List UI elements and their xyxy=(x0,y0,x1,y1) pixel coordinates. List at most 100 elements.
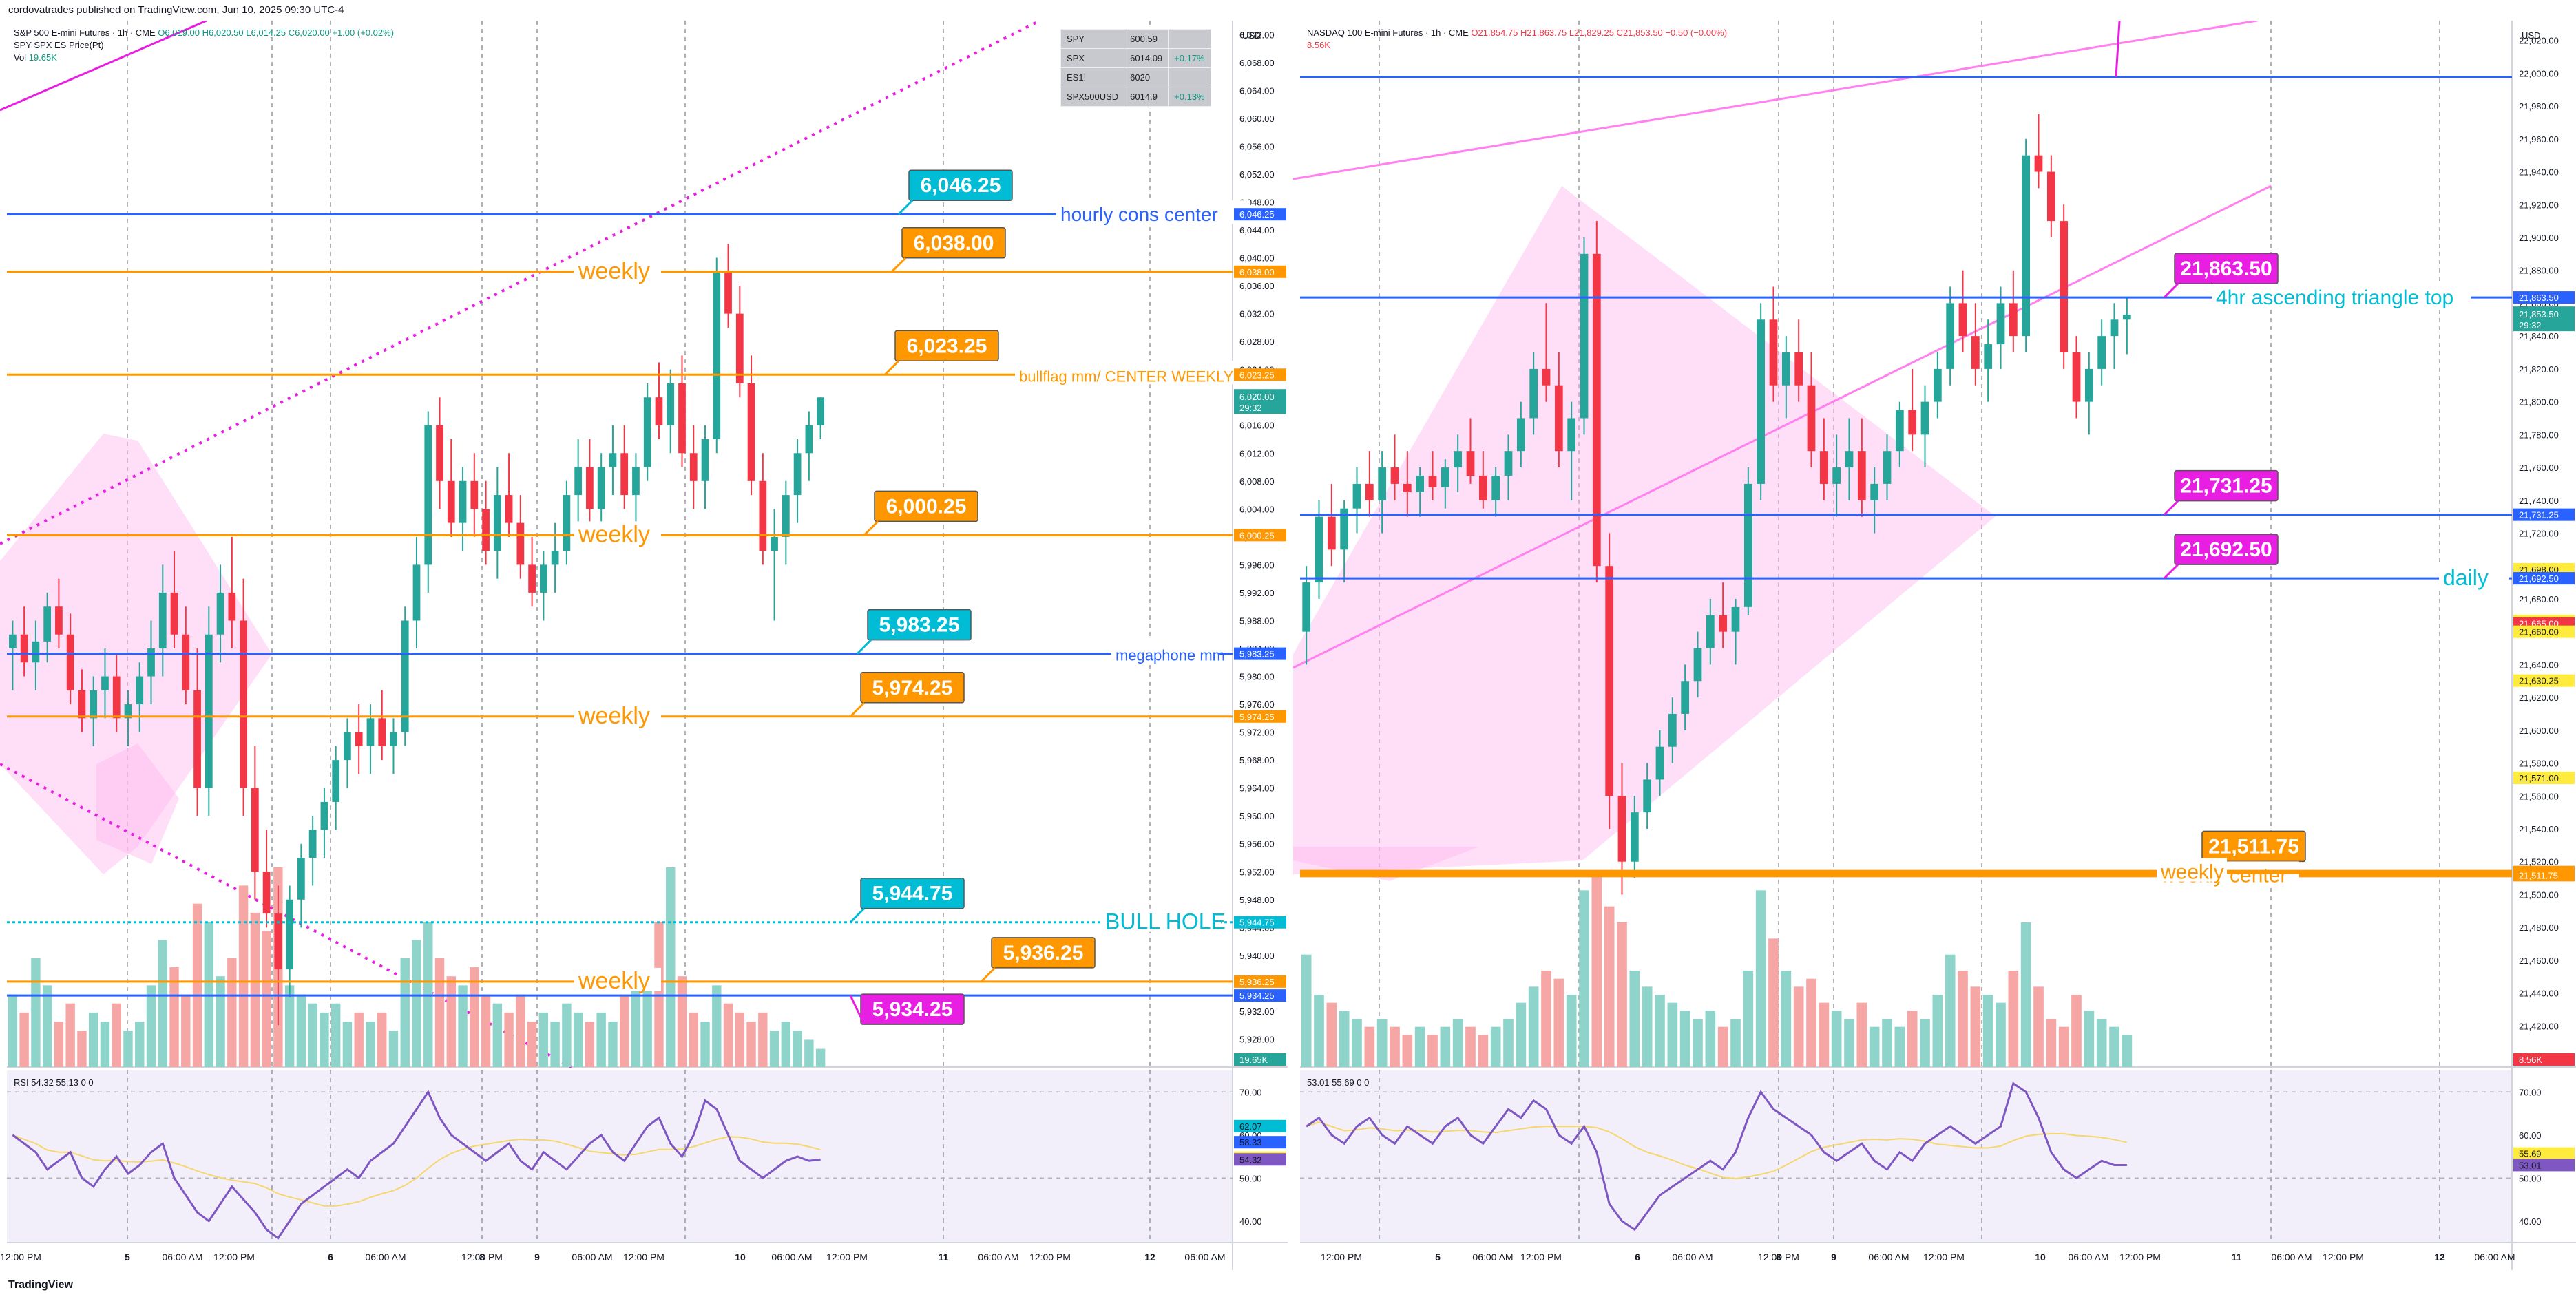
volume-bar xyxy=(77,1031,87,1067)
candle-body xyxy=(1832,467,1841,484)
rsi-line xyxy=(12,1090,821,1240)
nq-header-line1: NASDAQ 100 E-mini Futures · 1h · CME O21… xyxy=(1307,28,1728,38)
candle-body xyxy=(1315,516,1323,583)
watchlist-widget[interactable]: SPY 600.59 SPX 6014.09 +0.17% ES1! 6020 SPX5… xyxy=(1060,29,1211,107)
candle-body xyxy=(516,522,525,565)
candle-body xyxy=(1743,483,1752,607)
volume-bar xyxy=(366,1022,375,1067)
candle-body xyxy=(1542,368,1551,386)
volume-bar xyxy=(1553,978,1564,1067)
volume-bar xyxy=(89,1012,98,1067)
last-price-countdown: 29:32 xyxy=(1239,403,1262,413)
annotation-backdrop xyxy=(2212,284,2471,308)
callout-pointer xyxy=(883,360,900,376)
volume-bar xyxy=(1566,995,1577,1067)
callout-pointer xyxy=(863,520,879,536)
candle-body xyxy=(1605,566,1614,796)
time-axis-label: 06:00 AM xyxy=(1184,1252,1225,1263)
volume-bar xyxy=(735,1012,744,1067)
price-tick-label: 21,800.00 xyxy=(2519,397,2559,408)
annotation-text: weekly xyxy=(578,968,650,994)
price-tick-label: 5,992.00 xyxy=(1239,588,1275,598)
volume-bar xyxy=(1844,1019,1854,1067)
price-callout xyxy=(2174,469,2279,502)
es-chart-svg[interactable]: 5,928.005,932.005,936.005,940.005,944.00… xyxy=(0,21,1288,1274)
volume-bar xyxy=(1831,1011,1842,1067)
volume-bar xyxy=(1693,1019,1703,1067)
price-tick-label: 5,964.00 xyxy=(1239,783,1275,794)
volume-bar xyxy=(377,1012,387,1067)
callout-pointer xyxy=(980,967,996,982)
pattern-shape xyxy=(1293,847,1479,881)
volume-bar xyxy=(238,885,249,1067)
volume-bar xyxy=(1730,1019,1741,1067)
price-axis-tag xyxy=(1234,265,1286,278)
candle-body xyxy=(1441,467,1449,487)
volume-bar xyxy=(492,1003,503,1067)
price-tick-label: 5,996.00 xyxy=(1239,560,1275,570)
price-tick-label: 5,960.00 xyxy=(1239,811,1275,821)
volume-bar xyxy=(516,994,525,1067)
volume-bar xyxy=(1452,1019,1463,1067)
candle-body xyxy=(1340,508,1349,550)
annotation-backdrop xyxy=(1015,361,1238,385)
volume-bar xyxy=(1427,1035,1438,1067)
volume-bar xyxy=(1465,1026,1476,1067)
candle-body xyxy=(1390,467,1399,484)
price-tick-label: 6,016.00 xyxy=(1239,421,1275,431)
candle-body xyxy=(2072,352,2081,402)
candle-body xyxy=(90,690,98,719)
candle-body xyxy=(1352,483,1361,509)
volume-bar xyxy=(1642,986,1653,1067)
price-axis-tag xyxy=(2513,291,2575,304)
volume-bar xyxy=(562,1003,572,1067)
candle-body xyxy=(355,732,363,746)
candle-body xyxy=(1984,344,1993,369)
time-axis-label: 12:00 PM xyxy=(213,1252,255,1263)
nq-chart-panel[interactable]: 21,420.00 21,440.00 21,460.00 21,480.00 21,5… xyxy=(1293,21,2576,1274)
annotation-backdrop xyxy=(1101,908,1221,932)
candle-body xyxy=(2122,315,2131,320)
price-callout-text: 21,731.25 xyxy=(2180,475,2272,498)
price-axis-tag-text: 6,000.25 xyxy=(1239,530,1275,540)
candle-body xyxy=(620,453,629,496)
nq-chart-svg[interactable]: 21,420.00 21,440.00 21,460.00 21,480.00 21,5… xyxy=(1293,21,2576,1274)
volume-bar xyxy=(758,1012,768,1067)
candle-body xyxy=(412,564,421,621)
time-axis-label: 12:00 PM xyxy=(826,1252,868,1263)
price-axis-tag xyxy=(1234,529,1286,542)
candle-body xyxy=(43,606,52,642)
volume-bar xyxy=(550,1022,560,1067)
volume-bar xyxy=(146,985,156,1067)
es-chart-panel[interactable]: 5,928.005,932.005,936.005,940.005,944.00… xyxy=(0,21,1288,1274)
price-tick-label: 21,680.00 xyxy=(2519,594,2559,604)
price-tick-label: 6,068.00 xyxy=(1239,58,1275,68)
candle-body xyxy=(1478,475,1487,500)
candle-body xyxy=(1567,418,1576,452)
candle-body xyxy=(1378,467,1387,500)
volume-bar xyxy=(1869,1026,1880,1067)
price-tick-label: 21,580.00 xyxy=(2519,759,2559,769)
price-callout-text: 6,038.00 xyxy=(914,232,994,255)
candle-body xyxy=(1757,319,1766,484)
volume-bar xyxy=(216,976,225,1067)
candle-body xyxy=(1857,451,1866,500)
volume-bar xyxy=(1326,1002,1337,1067)
candle-body xyxy=(1655,746,1664,780)
volume-bar xyxy=(2109,1026,2119,1067)
candle-body xyxy=(1416,475,1425,492)
volume-bar xyxy=(1920,1019,1930,1067)
volume-bar xyxy=(1414,1026,1425,1067)
candle-body xyxy=(2022,155,2031,337)
annotation-backdrop xyxy=(2157,858,2227,882)
time-axis-label: 06:00 AM xyxy=(162,1252,202,1263)
price-axis-tag-text: 5,934.25 xyxy=(1239,991,1275,1001)
time-axis-label: 06:00 AM xyxy=(771,1252,812,1263)
candle-body xyxy=(540,564,547,593)
candle-body xyxy=(170,592,178,635)
price-tick-label: 21,980.00 xyxy=(2519,101,2559,112)
rsi-axis-tag-text: 55.69 xyxy=(2519,1149,2542,1159)
candle-body xyxy=(1630,812,1639,862)
price-tick-label: 6,032.00 xyxy=(1239,309,1275,319)
volume-bar xyxy=(1402,1035,1413,1067)
